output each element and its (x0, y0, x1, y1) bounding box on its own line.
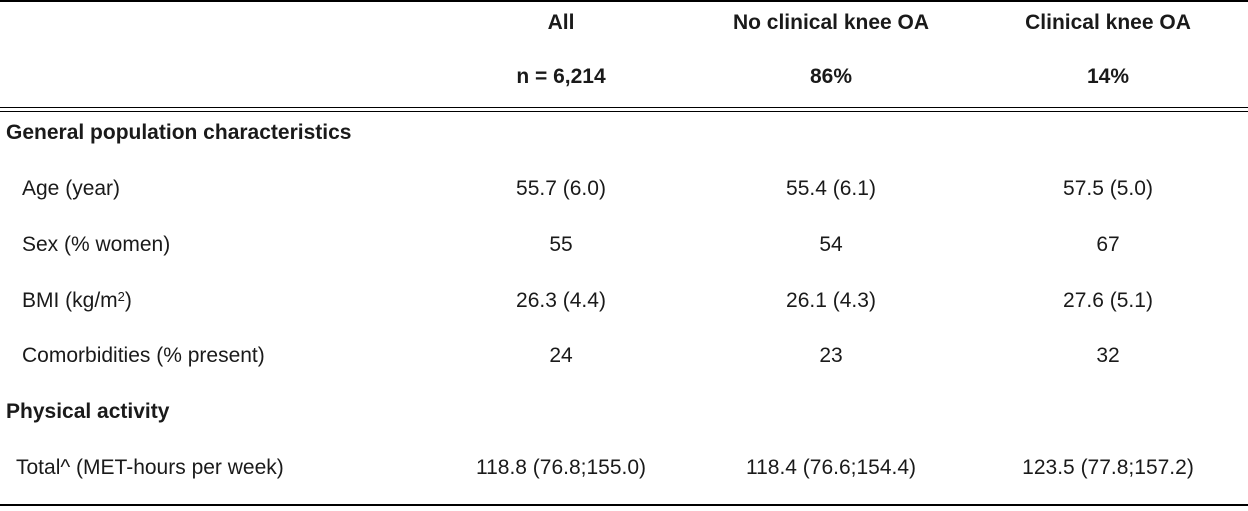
row-label-age: Age (year) (22, 177, 121, 200)
row-label-comorbidities: Comorbidities (% present) (22, 344, 265, 367)
row-label-total: Total^ (MET-hours per week) (16, 456, 284, 479)
cell-total-oa: 123.5 (77.8;157.2) (1022, 456, 1194, 479)
section-heading-general: General population characteristics (6, 121, 352, 144)
header-rule-2 (0, 111, 1248, 112)
bmi-label-text: BMI (kg/m (22, 289, 118, 312)
cell-bmi-no-oa: 26.1 (4.3) (786, 289, 876, 312)
section-heading-physical-activity: Physical activity (6, 400, 170, 423)
cell-bmi-all: 26.3 (4.4) (516, 289, 606, 312)
cell-total-no-oa: 118.4 (76.6;154.4) (745, 456, 917, 479)
row-label-sex: Sex (% women) (22, 233, 171, 256)
col-subheader-no-oa: 86% (809, 65, 853, 88)
cell-total-all: 118.8 (76.8;155.0) (475, 456, 647, 479)
row-label-bmi: BMI (kg/m2) (22, 287, 132, 315)
cell-comorbidities-all: 24 (549, 344, 573, 367)
col-header-all: All (547, 11, 575, 34)
cell-sex-no-oa: 54 (819, 233, 843, 256)
header-rule-1 (0, 107, 1248, 108)
cell-comorbidities-no-oa: 23 (819, 344, 843, 367)
col-subheader-all: n = 6,214 (516, 65, 606, 88)
col-header-no-oa: No clinical knee OA (732, 11, 930, 34)
table-top-rule (0, 0, 1248, 2)
cell-comorbidities-oa: 32 (1096, 344, 1120, 367)
cell-age-all: 55.7 (6.0) (516, 177, 606, 200)
cell-bmi-oa: 27.6 (5.1) (1063, 289, 1153, 312)
cell-sex-all: 55 (549, 233, 573, 256)
col-subheader-oa: 14% (1086, 65, 1130, 88)
table-bottom-rule (0, 504, 1248, 506)
cell-age-oa: 57.5 (5.0) (1063, 177, 1153, 200)
col-header-oa: Clinical knee OA (1025, 11, 1191, 34)
bmi-label-close: ) (124, 289, 132, 312)
bmi-label-superscript: 2 (117, 289, 125, 304)
cell-sex-oa: 67 (1096, 233, 1120, 256)
cell-age-no-oa: 55.4 (6.1) (786, 177, 876, 200)
